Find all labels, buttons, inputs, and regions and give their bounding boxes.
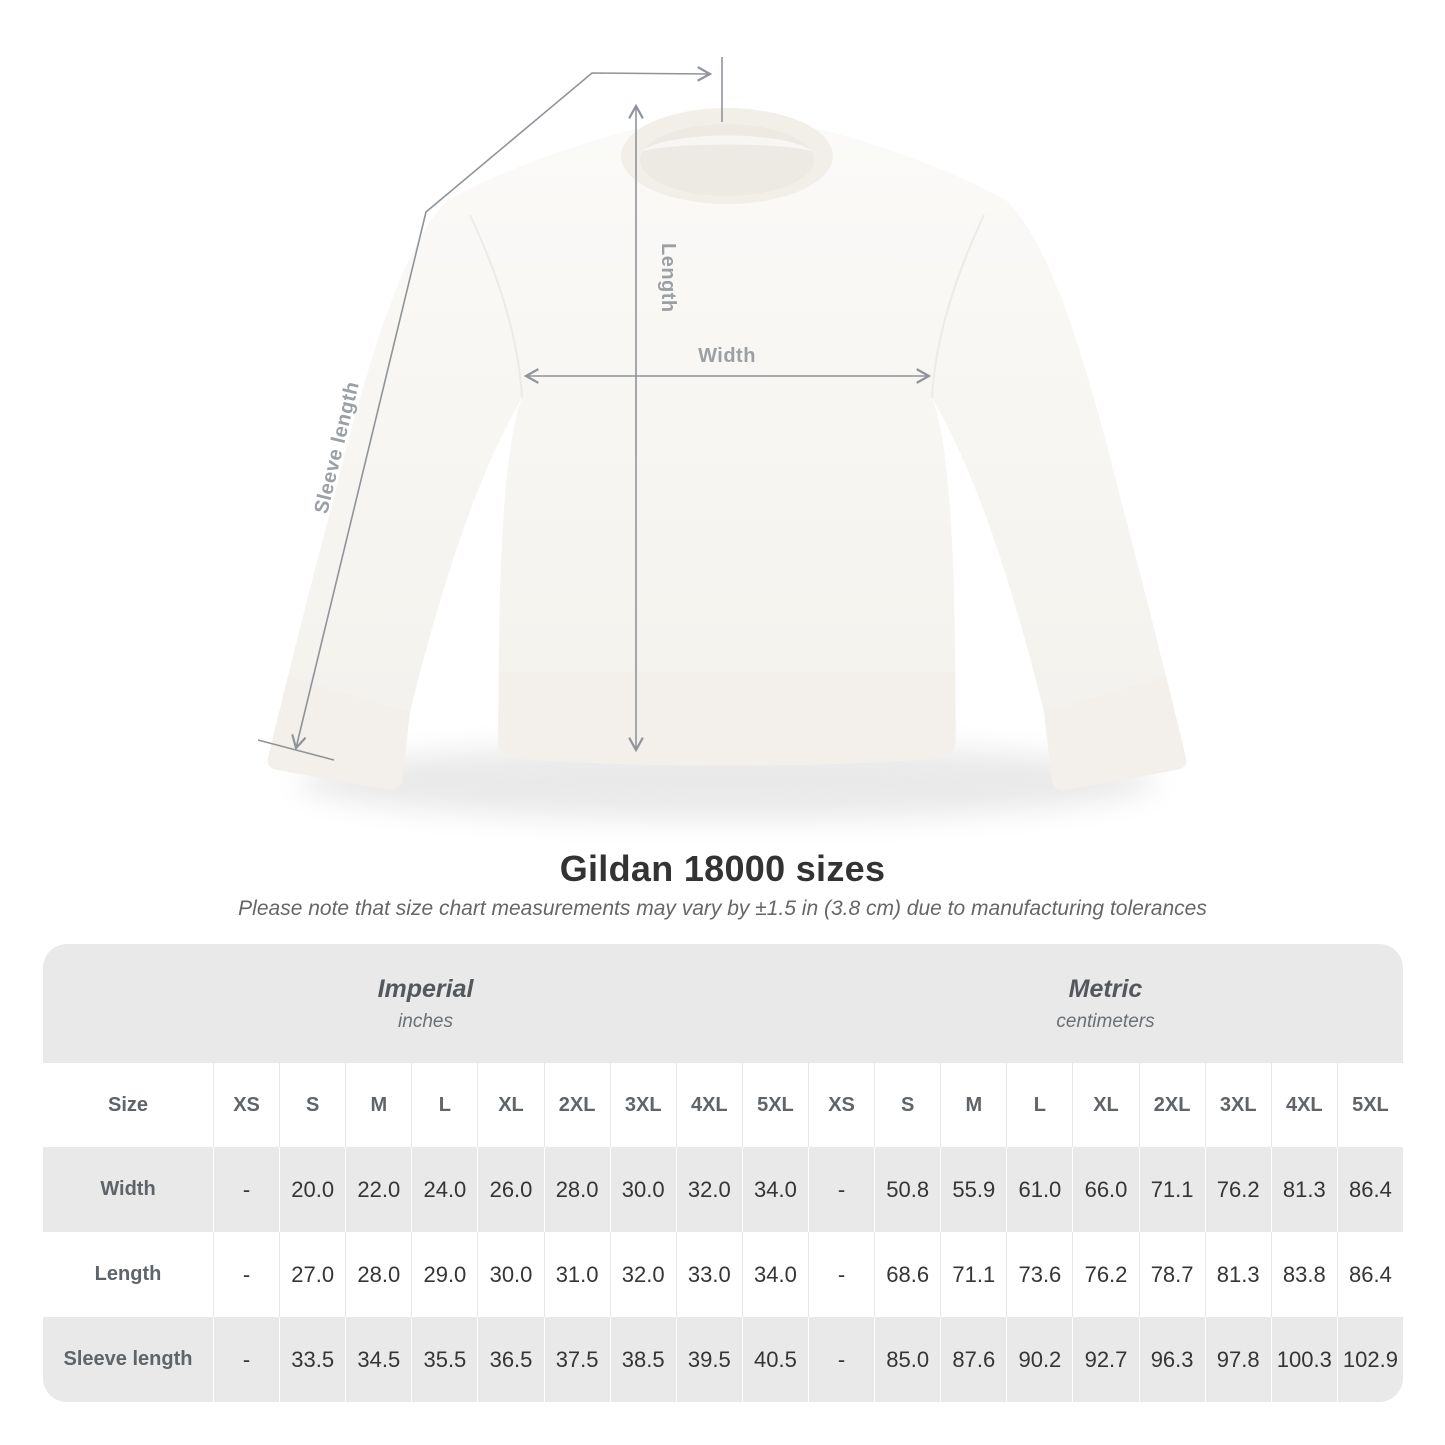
cell-metric-sleeve-length-4xl: 100.3: [1270, 1317, 1337, 1402]
cell-imperial-width-xs: -: [213, 1147, 280, 1232]
size-header-metric-3xl: 3XL: [1204, 1063, 1271, 1147]
cell-imperial-width-2xl: 28.0: [543, 1147, 610, 1232]
cell-metric-sleeve-length-l: 90.2: [1006, 1317, 1073, 1402]
cell-metric-length-s: 68.6: [874, 1232, 941, 1317]
sweatshirt-diagram: Length Width Sleeve length: [257, 57, 1187, 820]
waistband: [498, 672, 956, 766]
size-column-corner-header: Size: [43, 1063, 213, 1147]
size-header-imperial-xl: XL: [477, 1063, 544, 1147]
cell-imperial-width-s: 20.0: [279, 1147, 346, 1232]
cell-metric-width-4xl: 81.3: [1270, 1147, 1337, 1232]
sweatshirt-image: [267, 108, 1187, 791]
size-header-metric-xl: XL: [1072, 1063, 1139, 1147]
length-label: Length: [657, 243, 679, 313]
cell-metric-length-l: 73.6: [1006, 1232, 1073, 1317]
cell-metric-width-3xl: 76.2: [1204, 1147, 1271, 1232]
size-header-imperial-2xl: 2XL: [543, 1063, 610, 1147]
cell-imperial-length-2xl: 31.0: [543, 1232, 610, 1317]
cell-imperial-sleeve-length-3xl: 38.5: [609, 1317, 676, 1402]
size-header-metric-s: S: [874, 1063, 941, 1147]
cell-metric-width-xs: -: [808, 1147, 875, 1232]
size-header-imperial-m: M: [345, 1063, 412, 1147]
cell-metric-width-2xl: 71.1: [1138, 1147, 1205, 1232]
cell-metric-width-xl: 66.0: [1072, 1147, 1139, 1232]
cell-imperial-sleeve-length-s: 33.5: [279, 1317, 346, 1402]
metric-unit-label: centimeters: [1056, 1010, 1155, 1032]
size-table-grid: Imperial inches Metric centimeters Size X…: [43, 944, 1403, 1402]
cuff-reference-line: [257, 739, 335, 761]
row-label-length: Length: [43, 1232, 213, 1317]
cell-metric-sleeve-length-3xl: 97.8: [1204, 1317, 1271, 1402]
cell-metric-length-xl: 76.2: [1072, 1232, 1139, 1317]
cell-imperial-length-5xl: 34.0: [741, 1232, 808, 1317]
size-header-imperial-xs: XS: [213, 1063, 280, 1147]
size-header-metric-m: M: [940, 1063, 1007, 1147]
cell-imperial-sleeve-length-4xl: 39.5: [675, 1317, 742, 1402]
cell-imperial-length-s: 27.0: [279, 1232, 346, 1317]
tolerance-note: Please note that size chart measurements…: [238, 897, 1207, 920]
cell-metric-length-5xl: 86.4: [1336, 1232, 1403, 1317]
cell-imperial-sleeve-length-5xl: 40.5: [741, 1317, 808, 1402]
cell-metric-length-4xl: 83.8: [1270, 1232, 1337, 1317]
cell-imperial-length-xl: 30.0: [477, 1232, 544, 1317]
cell-metric-sleeve-length-2xl: 96.3: [1138, 1317, 1205, 1402]
cell-metric-sleeve-length-m: 87.6: [940, 1317, 1007, 1402]
size-header-metric-xs: XS: [808, 1063, 875, 1147]
cell-imperial-width-m: 22.0: [345, 1147, 412, 1232]
metric-label: Metric: [1068, 974, 1143, 1003]
cell-imperial-sleeve-length-l: 35.5: [411, 1317, 478, 1402]
cell-metric-length-m: 71.1: [940, 1232, 1007, 1317]
size-table: Imperial inches Metric centimeters Size X…: [43, 944, 1403, 1402]
cell-imperial-sleeve-length-xl: 36.5: [477, 1317, 544, 1402]
cell-metric-sleeve-length-s: 85.0: [874, 1317, 941, 1402]
cell-metric-width-m: 55.9: [940, 1147, 1007, 1232]
imperial-unit-label: inches: [398, 1010, 453, 1032]
size-chart-title: Gildan 18000 sizes: [559, 848, 886, 889]
cell-metric-length-xs: -: [808, 1232, 875, 1317]
cell-metric-length-3xl: 81.3: [1204, 1232, 1271, 1317]
garment-shadow: [297, 744, 1157, 820]
size-header-imperial-3xl: 3XL: [609, 1063, 676, 1147]
size-header-metric-2xl: 2XL: [1138, 1063, 1205, 1147]
cell-imperial-length-l: 29.0: [411, 1232, 478, 1317]
imperial-unit-header: Imperial inches: [43, 944, 808, 1063]
right-cuff: [1044, 676, 1187, 791]
size-header-metric-4xl: 4XL: [1270, 1063, 1337, 1147]
cell-imperial-width-4xl: 32.0: [675, 1147, 742, 1232]
cell-imperial-sleeve-length-m: 34.5: [345, 1317, 412, 1402]
cell-metric-width-s: 50.8: [874, 1147, 941, 1232]
cell-imperial-sleeve-length-2xl: 37.5: [543, 1317, 610, 1402]
size-header-metric-5xl: 5XL: [1336, 1063, 1403, 1147]
cell-metric-width-l: 61.0: [1006, 1147, 1073, 1232]
cell-metric-sleeve-length-5xl: 102.9: [1336, 1317, 1403, 1402]
size-header-imperial-s: S: [279, 1063, 346, 1147]
cell-imperial-width-3xl: 30.0: [609, 1147, 676, 1232]
row-label-width: Width: [43, 1147, 213, 1232]
cell-imperial-length-3xl: 32.0: [609, 1232, 676, 1317]
cell-imperial-sleeve-length-xs: -: [213, 1317, 280, 1402]
size-header-metric-l: L: [1006, 1063, 1073, 1147]
width-label: Width: [698, 345, 756, 367]
cell-imperial-width-l: 24.0: [411, 1147, 478, 1232]
metric-unit-header: Metric centimeters: [808, 944, 1403, 1063]
cell-imperial-length-4xl: 33.0: [675, 1232, 742, 1317]
cell-imperial-width-5xl: 34.0: [741, 1147, 808, 1232]
size-header-imperial-l: L: [411, 1063, 478, 1147]
imperial-label: Imperial: [377, 974, 474, 1003]
product-measurement-figure: Length Width Sleeve length: [257, 57, 1187, 820]
cell-imperial-length-xs: -: [213, 1232, 280, 1317]
cell-metric-sleeve-length-xs: -: [808, 1317, 875, 1402]
cell-imperial-length-m: 28.0: [345, 1232, 412, 1317]
cell-metric-sleeve-length-xl: 92.7: [1072, 1317, 1139, 1402]
cell-metric-width-5xl: 86.4: [1336, 1147, 1403, 1232]
row-label-sleeve-length: Sleeve length: [43, 1317, 213, 1402]
sleeve-measure-line: [291, 66, 713, 751]
cell-imperial-width-xl: 26.0: [477, 1147, 544, 1232]
size-header-imperial-4xl: 4XL: [675, 1063, 742, 1147]
size-header-imperial-5xl: 5XL: [741, 1063, 808, 1147]
cell-metric-length-2xl: 78.7: [1138, 1232, 1205, 1317]
